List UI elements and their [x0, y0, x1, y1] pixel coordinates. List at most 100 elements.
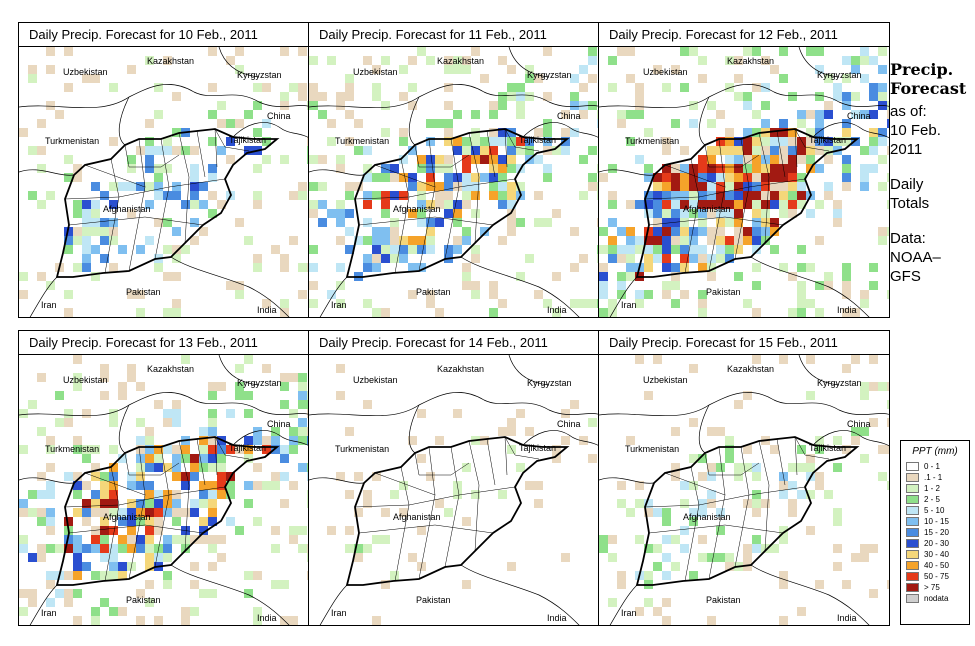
precip-cell [644, 571, 653, 580]
precip-cell [136, 472, 145, 481]
precip-cell [579, 83, 588, 92]
precip-cell [208, 427, 217, 436]
province-line [354, 486, 516, 508]
country-label: Pakistan [416, 595, 451, 605]
precip-cell [271, 436, 280, 445]
precip-cell [244, 146, 253, 155]
country-label: Kyrgyzstan [527, 70, 572, 80]
precip-cell [662, 227, 671, 236]
province-line [414, 452, 470, 476]
precip-cell [869, 110, 878, 119]
precip-cell [37, 200, 46, 209]
precip-cell [217, 553, 226, 562]
precip-cell [172, 517, 181, 526]
precip-cell [435, 436, 444, 445]
precip-cell [770, 164, 779, 173]
precip-cell [91, 227, 100, 236]
precip-cell [408, 56, 417, 65]
precip-cell [73, 227, 82, 236]
precip-cell [444, 137, 453, 146]
precip-cell [73, 490, 82, 499]
precip-cell [109, 526, 118, 535]
precip-cell [271, 427, 280, 436]
precip-cell [579, 155, 588, 164]
precip-cell [163, 535, 172, 544]
precip-cell [309, 182, 318, 191]
precip-cell [91, 607, 100, 616]
precip-cell [109, 182, 118, 191]
precip-cell [262, 481, 271, 490]
precip-cell [806, 317, 815, 318]
precip-cell [824, 74, 833, 83]
precip-cell [208, 47, 217, 56]
legend-swatch [906, 550, 919, 559]
precip-cell [172, 418, 181, 427]
precip-cell [707, 472, 716, 481]
precip-cell [788, 481, 797, 490]
precip-cell [64, 308, 73, 317]
precip-cell [869, 128, 878, 137]
precip-cell [82, 245, 91, 254]
precip-cell [761, 191, 770, 200]
precip-cell [82, 218, 91, 227]
precip-cell [653, 182, 662, 191]
precip-cell [653, 544, 662, 553]
precip-cell [154, 110, 163, 119]
precip-cell [309, 299, 318, 308]
precip-cell [327, 137, 336, 146]
precip-cell [716, 526, 725, 535]
precip-cell [19, 290, 28, 299]
precip-cell [100, 391, 109, 400]
precip-cell [797, 263, 806, 272]
precip-cell [662, 200, 671, 209]
precip-cell [91, 535, 100, 544]
country-label: Kyrgyzstan [237, 378, 282, 388]
precip-cell [462, 263, 471, 272]
precip-cell [19, 499, 28, 508]
precip-cell [73, 535, 82, 544]
precip-cell [163, 571, 172, 580]
precip-cell [716, 245, 725, 254]
precip-cell [64, 83, 73, 92]
precip-cell [109, 553, 118, 562]
precip-cell [471, 191, 480, 200]
precip-cell [680, 236, 689, 245]
precip-cell [653, 236, 662, 245]
precip-cell [680, 290, 689, 299]
province-line [648, 216, 784, 226]
precip-cell [689, 164, 698, 173]
precip-cell [662, 146, 671, 155]
precip-cell [579, 101, 588, 110]
country-label: Uzbekistan [63, 375, 108, 385]
country-label: Pakistan [706, 287, 741, 297]
country-label: Pakistan [126, 595, 161, 605]
panel-title: Daily Precip. Forecast for 13 Feb., 2011 [19, 331, 309, 355]
border-line [599, 84, 889, 109]
precip-cell [824, 146, 833, 155]
precip-cell [842, 155, 851, 164]
legend-swatch [906, 561, 919, 570]
precip-cell [788, 146, 797, 155]
precip-cell [525, 481, 534, 490]
precip-cell [743, 391, 752, 400]
border-line [698, 96, 710, 146]
precip-cell [833, 92, 842, 101]
precip-cell [354, 544, 363, 553]
precip-cell [626, 508, 635, 517]
legend-row: 50 - 75 [901, 571, 969, 582]
precip-cell [734, 472, 743, 481]
precip-cell [471, 146, 480, 155]
precip-cell [208, 382, 217, 391]
precip-cell [653, 191, 662, 200]
precip-cell [653, 227, 662, 236]
precip-cell [453, 218, 462, 227]
precip-cell [190, 499, 199, 508]
precip-cell [707, 209, 716, 218]
precip-cell [534, 481, 543, 490]
precip-cell [208, 191, 217, 200]
legend-label: nodata [924, 594, 949, 603]
precip-cell [579, 317, 588, 318]
precip-cell [869, 382, 878, 391]
precip-cell [716, 182, 725, 191]
precip-cell [498, 490, 507, 499]
